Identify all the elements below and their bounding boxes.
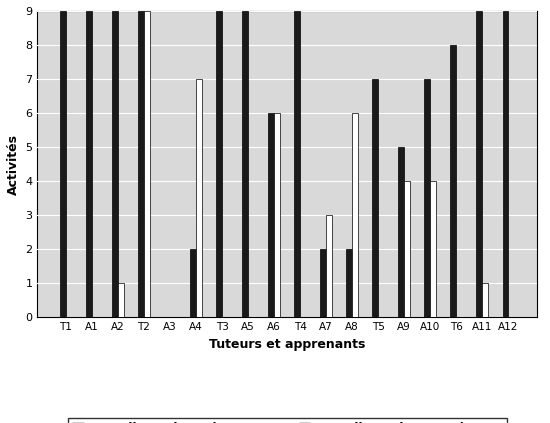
Bar	[243, 11, 248, 317]
Bar	[352, 113, 358, 317]
Y-axis label: Activités: Activités	[7, 134, 20, 195]
Bar	[190, 249, 196, 317]
Bar	[294, 11, 300, 317]
Bar	[372, 79, 378, 317]
Bar	[450, 45, 456, 317]
Bar	[86, 11, 92, 317]
Legend: Paradigme d'enseignement, Paradigme d'apprentissage: Paradigme d'enseignement, Paradigme d'ap…	[68, 418, 507, 423]
Bar	[144, 11, 150, 317]
Bar	[326, 215, 332, 317]
Bar	[112, 11, 118, 317]
Bar	[503, 11, 508, 317]
Bar	[430, 181, 436, 317]
Bar	[216, 11, 222, 317]
Bar	[118, 283, 124, 317]
Bar	[398, 147, 404, 317]
Bar	[138, 11, 144, 317]
Bar	[476, 11, 482, 317]
Bar	[60, 11, 66, 317]
Bar	[274, 113, 280, 317]
Bar	[346, 249, 352, 317]
Bar	[425, 79, 430, 317]
Bar	[320, 249, 326, 317]
Bar	[196, 79, 202, 317]
Bar	[404, 181, 410, 317]
Bar	[482, 283, 488, 317]
X-axis label: Tuteurs et apprenants: Tuteurs et apprenants	[209, 338, 365, 351]
Bar	[268, 113, 274, 317]
